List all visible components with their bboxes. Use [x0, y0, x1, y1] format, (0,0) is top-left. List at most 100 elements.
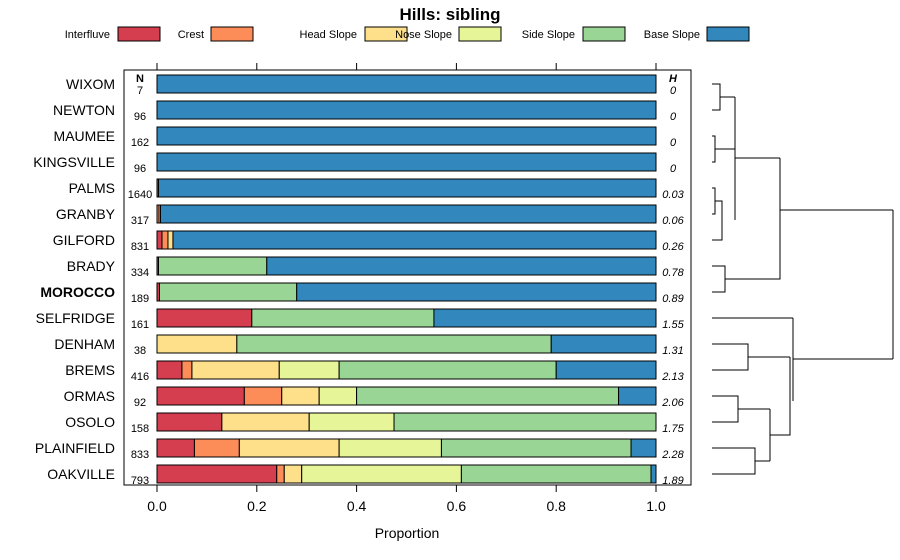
bar-gilford-crest: [161, 230, 169, 250]
row-label-oakville: OAKVILLE: [47, 466, 115, 482]
x-tick-label-2: 0.4: [347, 498, 367, 514]
bar-kingsville-base-slope: [156, 152, 657, 172]
row-gilford: GILFORD 831 0.26: [53, 230, 685, 253]
n-header: N: [136, 73, 144, 85]
bar-brems-crest: [181, 360, 193, 380]
legend-swatch-side-slope: [582, 26, 626, 42]
row-n-brems: 416: [131, 371, 149, 383]
row-n-plainfield: 833: [131, 449, 149, 461]
legend-label-nose-slope: Nose Slope: [395, 29, 452, 41]
bar-oakville-interfluve: [156, 464, 278, 484]
row-plainfield: PLAINFIELD 833 2.28: [35, 438, 685, 461]
row-n-wixom: 7: [137, 85, 143, 97]
row-ormas: ORMAS 92 2.06: [64, 386, 685, 409]
bar-granby-base-slope: [159, 204, 657, 224]
bar-plainfield-side-slope: [440, 438, 632, 458]
bar-osolo-head-slope: [221, 412, 310, 432]
row-h-denham: 1.31: [662, 345, 683, 357]
x-axis: 0.0 0.2 0.4 0.6 0.8 1.0: [147, 485, 666, 514]
bar-morocco-side-slope: [158, 282, 298, 302]
row-label-kingsville: KINGSVILLE: [33, 154, 115, 170]
top-axis-ticks: [156, 63, 657, 70]
row-label-ormas: ORMAS: [64, 388, 115, 404]
x-tick-label-3: 0.6: [447, 498, 467, 514]
bar-osolo-interfluve: [156, 412, 223, 432]
bar-selfridge-interfluve: [156, 308, 253, 328]
row-h-gilford: 0.26: [662, 241, 684, 253]
bar-denham-head-slope: [156, 334, 238, 354]
dendro-merge-ormas-osolo: [712, 395, 739, 423]
dendro-merge-top-group: [734, 97, 780, 220]
bar-plainfield-base-slope: [630, 438, 657, 458]
row-h-brems: 2.13: [661, 371, 684, 383]
bar-brady-base-slope: [266, 256, 657, 276]
bar-brems-head-slope: [191, 360, 280, 380]
row-h-oakville: 1.89: [662, 475, 683, 487]
bar-brems-interfluve: [156, 360, 183, 380]
bar-newton-base-slope: [156, 100, 657, 120]
dendro-merge-maumee-gilford: [715, 148, 736, 220]
bar-morocco-base-slope: [296, 282, 657, 302]
bar-ormas-interfluve: [156, 386, 245, 406]
row-brady: BRADY 334 0.78: [67, 256, 685, 279]
row-label-maumee: MAUMEE: [54, 128, 115, 144]
bar-ormas-nose-slope: [318, 386, 358, 406]
bar-denham-base-slope: [550, 334, 657, 354]
row-denham: DENHAM 38 1.31: [54, 334, 684, 357]
dendro-merge-gilford: [712, 200, 723, 241]
legend-swatch-crest: [210, 26, 254, 42]
bar-brems-nose-slope: [278, 360, 340, 380]
bar-wixom-base-slope: [156, 74, 657, 94]
row-n-granby: 317: [131, 215, 149, 227]
row-wixom: WIXOM 7 0: [66, 74, 677, 97]
row-label-denham: DENHAM: [54, 336, 115, 352]
row-h-palms: 0.03: [662, 189, 684, 201]
legend-swatch-base-slope: [706, 26, 750, 42]
row-maumee: MAUMEE 162 0: [54, 126, 677, 149]
row-label-wixom: WIXOM: [66, 76, 115, 92]
row-h-brady: 0.78: [662, 267, 684, 279]
dendro-merge-denham-brems: [712, 343, 749, 371]
row-h-maumee: 0: [670, 137, 677, 149]
legend-label-crest: Crest: [178, 29, 204, 41]
bar-brady-side-slope: [157, 256, 268, 276]
row-h-plainfield: 2.28: [661, 449, 684, 461]
bar-plainfield-crest: [193, 438, 240, 458]
row-n-osolo: 158: [131, 423, 149, 435]
bar-denham-side-slope: [236, 334, 552, 354]
bar-selfridge-base-slope: [433, 308, 657, 328]
x-tick-label-1: 0.2: [247, 498, 267, 514]
row-h-morocco: 0.89: [662, 293, 683, 305]
legend-label-interfluve: Interfluve: [65, 29, 110, 41]
bar-oakville-side-slope: [460, 464, 652, 484]
row-oakville: OAKVILLE 793 1.89: [47, 464, 684, 487]
bar-ormas-crest: [243, 386, 283, 406]
bar-oakville-head-slope: [283, 464, 303, 484]
bar-oakville-nose-slope: [301, 464, 462, 484]
legend-swatch-interfluve: [117, 26, 161, 42]
dendro-merge-brady-morocco: [712, 265, 726, 293]
row-label-selfridge: SELFRIDGE: [36, 310, 115, 326]
x-tick-label-5: 1.0: [646, 498, 666, 514]
bar-plainfield-nose-slope: [338, 438, 442, 458]
row-label-brems: BREMS: [65, 362, 115, 378]
row-label-osolo: OSOLO: [65, 414, 115, 430]
dendrogram: [712, 83, 894, 475]
bar-brems-base-slope: [555, 360, 657, 380]
x-tick-label-0: 0.0: [147, 498, 167, 514]
dendro-merge-top-cluster: [725, 158, 893, 280]
bar-selfridge-side-slope: [251, 308, 435, 328]
row-kingsville: KINGSVILLE 96 0: [33, 152, 677, 175]
row-label-granby: GRANBY: [56, 206, 116, 222]
row-h-ormas: 2.06: [661, 397, 684, 409]
row-h-selfridge: 1.55: [662, 319, 684, 331]
row-label-gilford: GILFORD: [53, 232, 115, 248]
row-granby: GRANBY 317 0.06: [56, 204, 685, 227]
bar-plainfield-interfluve: [156, 438, 195, 458]
x-axis-title: Proportion: [375, 525, 440, 541]
row-n-palms: 1640: [128, 189, 152, 201]
row-h-wixom: 0: [670, 85, 677, 97]
plot-frame: [123, 69, 692, 486]
row-palms: PALMS 1640 0.03: [69, 178, 685, 201]
